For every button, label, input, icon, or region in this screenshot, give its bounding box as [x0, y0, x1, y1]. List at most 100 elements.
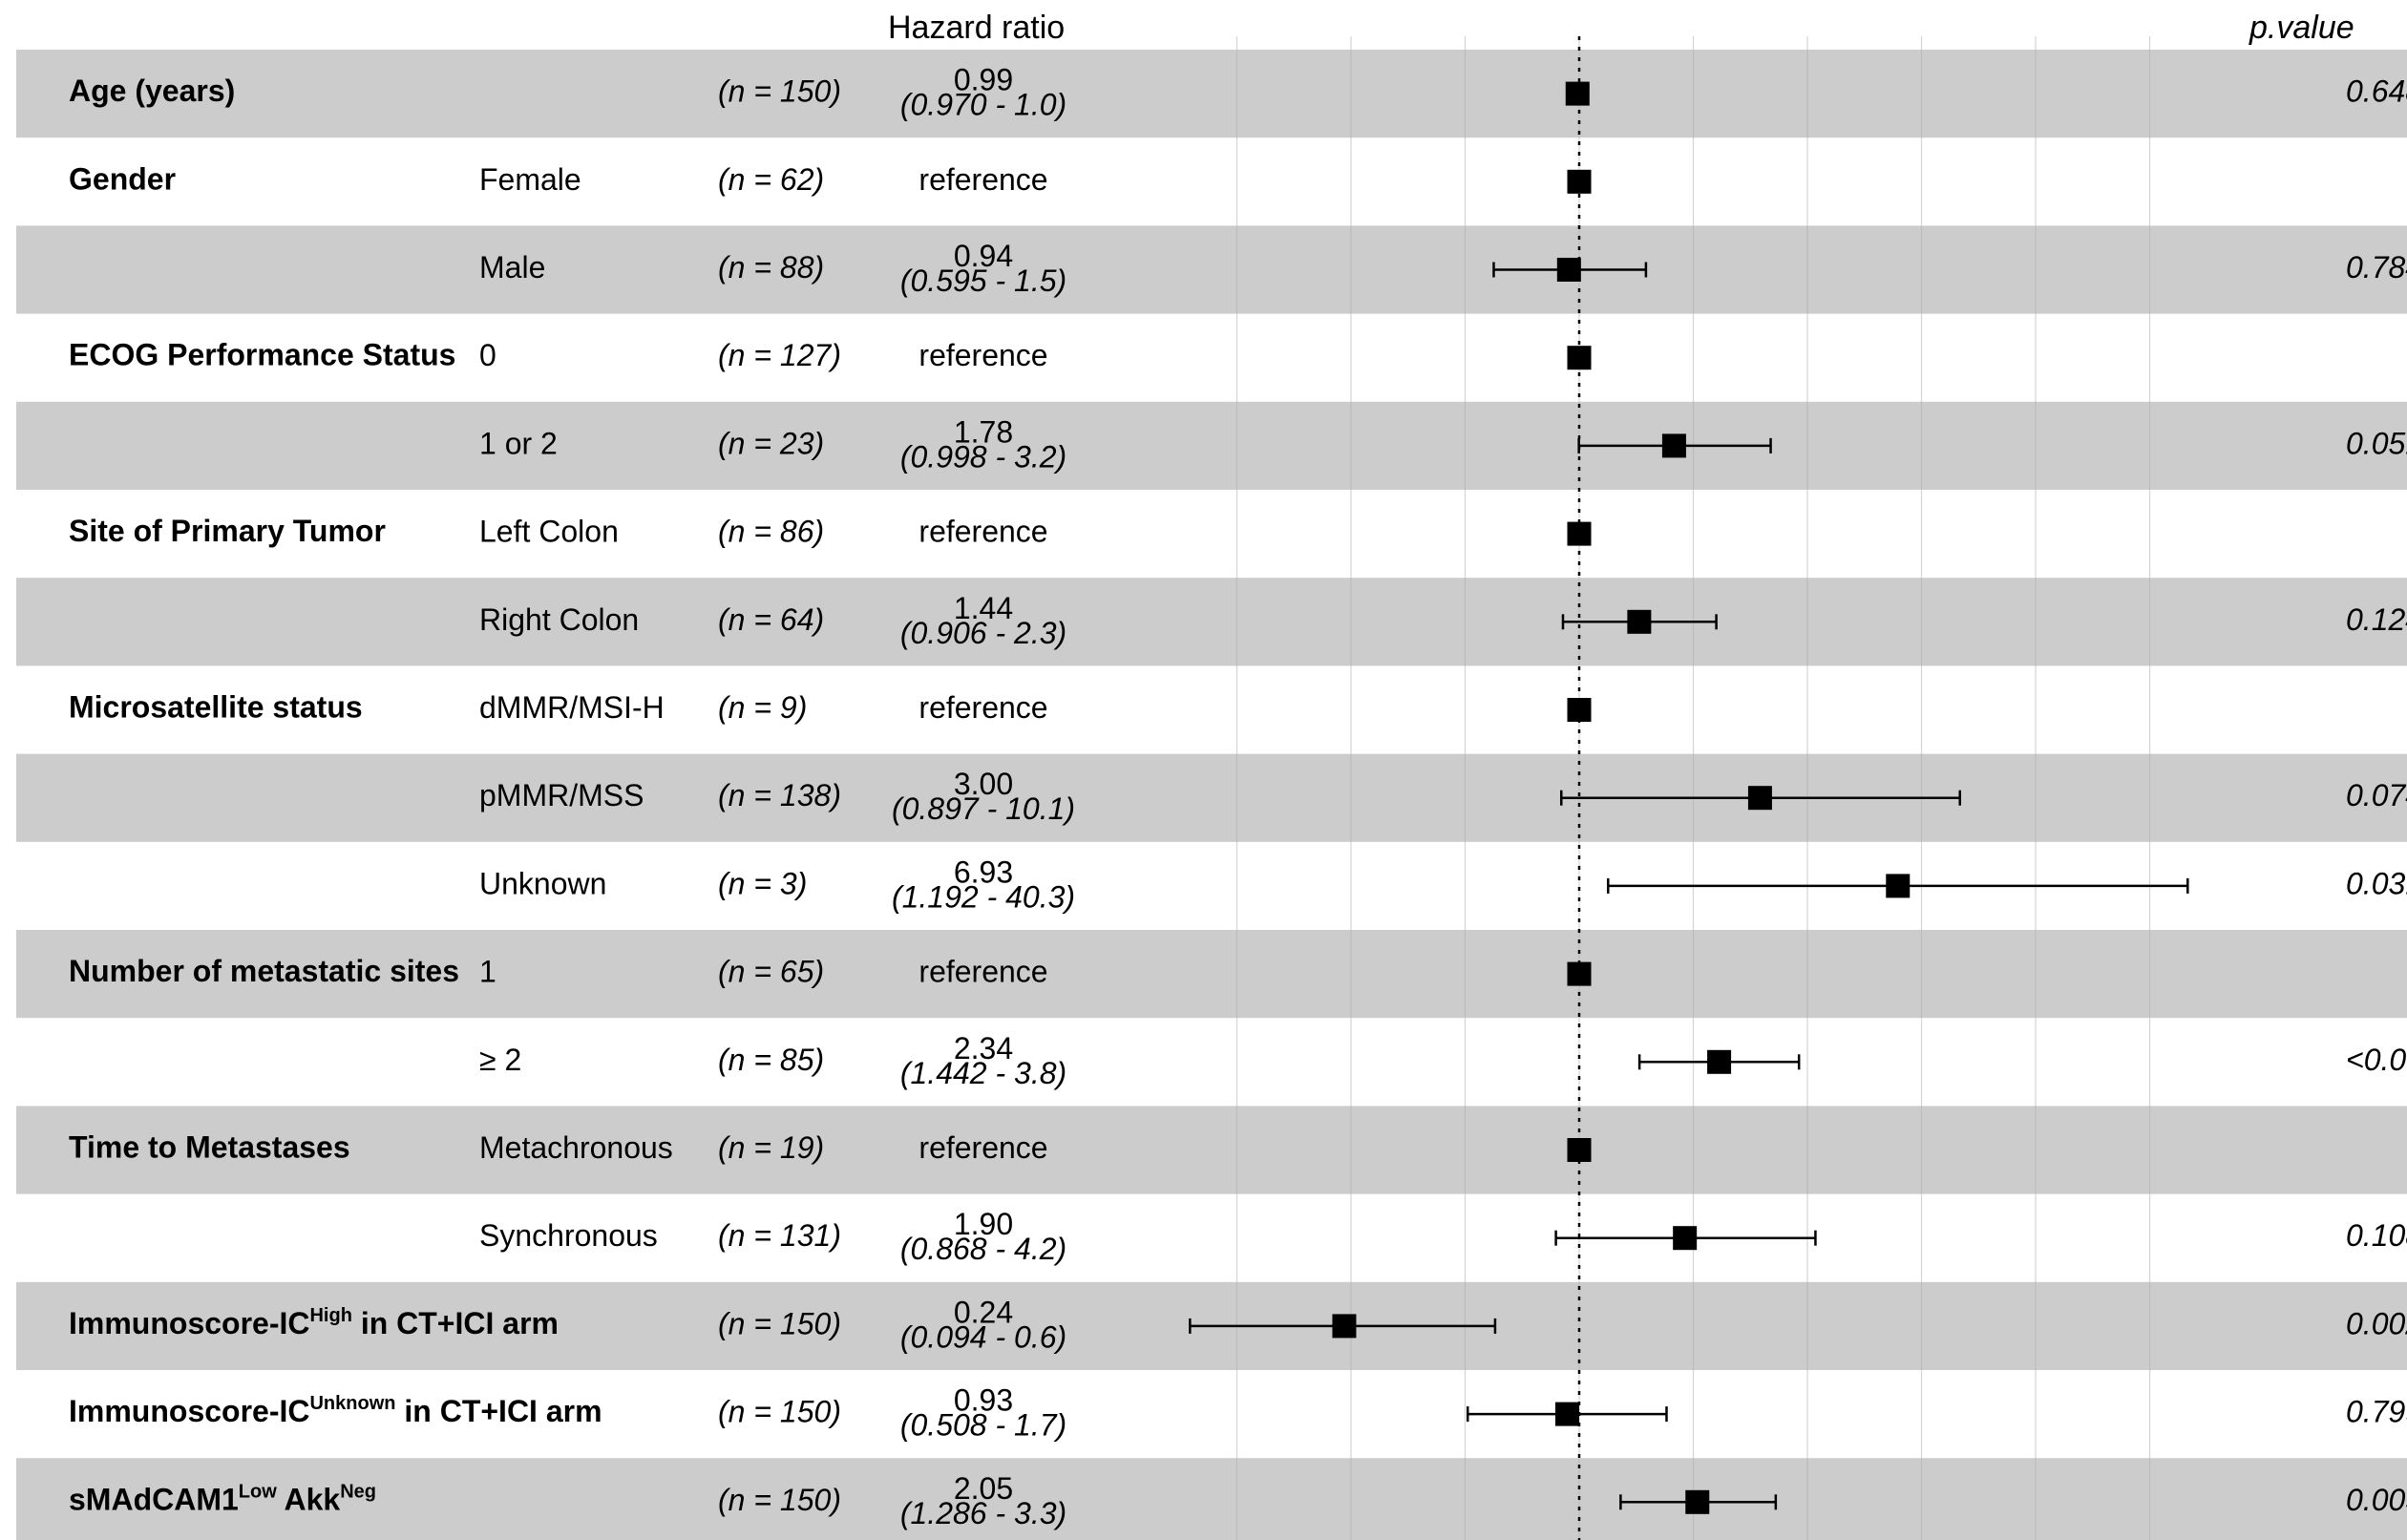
hr-value-label: 1.44 [954, 591, 1013, 625]
ci-label: (1.442 - 3.8) [900, 1056, 1066, 1090]
p-value-label: 0.031 * [2346, 866, 2407, 900]
hr-value-label: reference [918, 690, 1047, 725]
p-value-label: 0.648 [2346, 74, 2407, 109]
hr-value-label: reference [918, 1130, 1047, 1165]
n-label: (n = 23) [718, 426, 824, 460]
hr-value-label: 6.93 [954, 854, 1013, 889]
hr-marker [1567, 698, 1592, 722]
n-label: (n = 62) [718, 162, 824, 197]
p-value-label: <0.001 *** [2346, 1043, 2407, 1077]
variable-label: sMAdCAM1Low AkkNeg [69, 1482, 376, 1517]
row-stripe [16, 930, 2407, 1019]
variable-label: Site of Primary Tumor [69, 515, 386, 549]
ci-label: (0.970 - 1.0) [900, 88, 1066, 122]
ci-label: (0.906 - 2.3) [900, 616, 1066, 650]
hr-value-label: 0.93 [954, 1383, 1013, 1418]
variable-label: Gender [69, 162, 176, 197]
variable-label: Immunoscore-ICUnknown in CT+ICI arm [69, 1393, 602, 1428]
row-stripe [16, 578, 2407, 666]
hr-marker [1661, 433, 1686, 458]
hr-marker [1567, 1138, 1592, 1162]
n-label: (n = 150) [718, 1395, 841, 1429]
p-value-label: 0.074 [2346, 778, 2407, 812]
level-label: 0 [479, 338, 496, 372]
level-label: Synchronous [479, 1218, 658, 1253]
hr-marker [1886, 874, 1911, 898]
n-label: (n = 19) [718, 1130, 824, 1165]
n-label: (n = 86) [718, 515, 824, 549]
n-label: (n = 88) [718, 250, 824, 285]
level-label: Female [479, 162, 581, 197]
hr-value-label: 0.94 [954, 239, 1013, 273]
p-value-label: 0.051 [2346, 426, 2407, 460]
level-label: Male [479, 250, 545, 285]
hr-marker [1565, 81, 1590, 106]
hr-value-label: 1.90 [954, 1207, 1013, 1241]
ci-label: (0.998 - 3.2) [900, 439, 1066, 474]
p-value-header: p.value [2249, 10, 2354, 46]
n-label: (n = 150) [718, 1483, 841, 1517]
n-label: (n = 127) [718, 338, 841, 372]
hr-marker [1627, 609, 1652, 634]
p-value-label: 0.784 [2346, 250, 2407, 285]
n-label: (n = 150) [718, 74, 841, 109]
hr-value-label: 0.24 [954, 1295, 1013, 1329]
p-value-label: 0.124 [2346, 602, 2407, 637]
p-value-label: 0.003 ** [2346, 1483, 2407, 1517]
ci-label: (0.508 - 1.7) [900, 1408, 1066, 1443]
level-label: Unknown [479, 866, 606, 900]
hr-value-label: 1.78 [954, 414, 1013, 449]
level-label: ≥ 2 [479, 1043, 521, 1077]
n-label: (n = 85) [718, 1043, 824, 1077]
hazard-ratio-header: Hazard ratio [888, 10, 1066, 46]
ci-label: (0.595 - 1.5) [900, 264, 1066, 298]
hr-marker [1556, 258, 1581, 282]
hr-value-label: 2.34 [954, 1031, 1013, 1065]
p-value-label: 0.108 [2346, 1218, 2407, 1253]
row-stripe [16, 50, 2407, 138]
hr-value-label: reference [918, 162, 1047, 197]
hr-marker [1673, 1226, 1698, 1251]
row-stripe [16, 753, 2407, 842]
level-label: 1 [479, 955, 496, 989]
hr-marker [1747, 786, 1772, 811]
n-label: (n = 138) [718, 778, 841, 812]
variable-label: Time to Metastases [69, 1130, 350, 1165]
ci-label: (0.094 - 0.6) [900, 1319, 1066, 1354]
level-label: Left Colon [479, 515, 619, 549]
hr-marker [1332, 1314, 1357, 1339]
n-label: (n = 64) [718, 602, 824, 637]
level-label: dMMR/MSI-H [479, 690, 665, 725]
variable-label: Number of metastatic sites [69, 955, 459, 989]
row-stripe [16, 1458, 2407, 1540]
hr-marker [1685, 1489, 1710, 1514]
hr-value-label: 2.05 [954, 1471, 1013, 1506]
hr-value-label: 0.99 [954, 63, 1013, 97]
n-label: (n = 131) [718, 1218, 841, 1253]
p-value-label: 0.799 [2346, 1395, 2407, 1429]
level-label: pMMR/MSS [479, 778, 644, 812]
n-label: (n = 150) [718, 1306, 841, 1340]
hr-marker [1567, 346, 1592, 370]
hr-marker [1567, 961, 1592, 986]
hr-value-label: reference [918, 338, 1047, 372]
p-value-label: 0.002 ** [2346, 1306, 2407, 1340]
n-label: (n = 65) [718, 955, 824, 989]
row-stripe [16, 401, 2407, 490]
ci-label: (1.286 - 3.3) [900, 1496, 1066, 1530]
variable-label: Immunoscore-ICHigh in CT+ICI arm [69, 1305, 559, 1340]
n-label: (n = 9) [718, 690, 807, 725]
hr-marker [1707, 1049, 1732, 1074]
hr-value-label: reference [918, 515, 1047, 549]
hr-marker [1567, 521, 1592, 546]
variable-label: ECOG Performance Status [69, 338, 455, 372]
row-stripe [16, 225, 2407, 314]
variable-label: Microsatellite status [69, 690, 363, 725]
ci-label: (0.897 - 10.1) [892, 791, 1075, 826]
level-label: Right Colon [479, 602, 639, 637]
variable-label: Age (years) [69, 74, 235, 109]
hr-marker [1567, 169, 1592, 194]
hr-value-label: 3.00 [954, 767, 1013, 801]
ci-label: (0.868 - 4.2) [900, 1232, 1066, 1266]
